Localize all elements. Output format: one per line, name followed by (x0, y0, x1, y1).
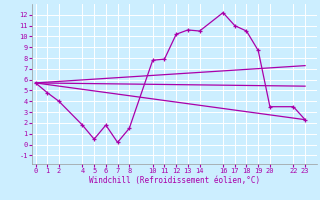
X-axis label: Windchill (Refroidissement éolien,°C): Windchill (Refroidissement éolien,°C) (89, 176, 260, 185)
